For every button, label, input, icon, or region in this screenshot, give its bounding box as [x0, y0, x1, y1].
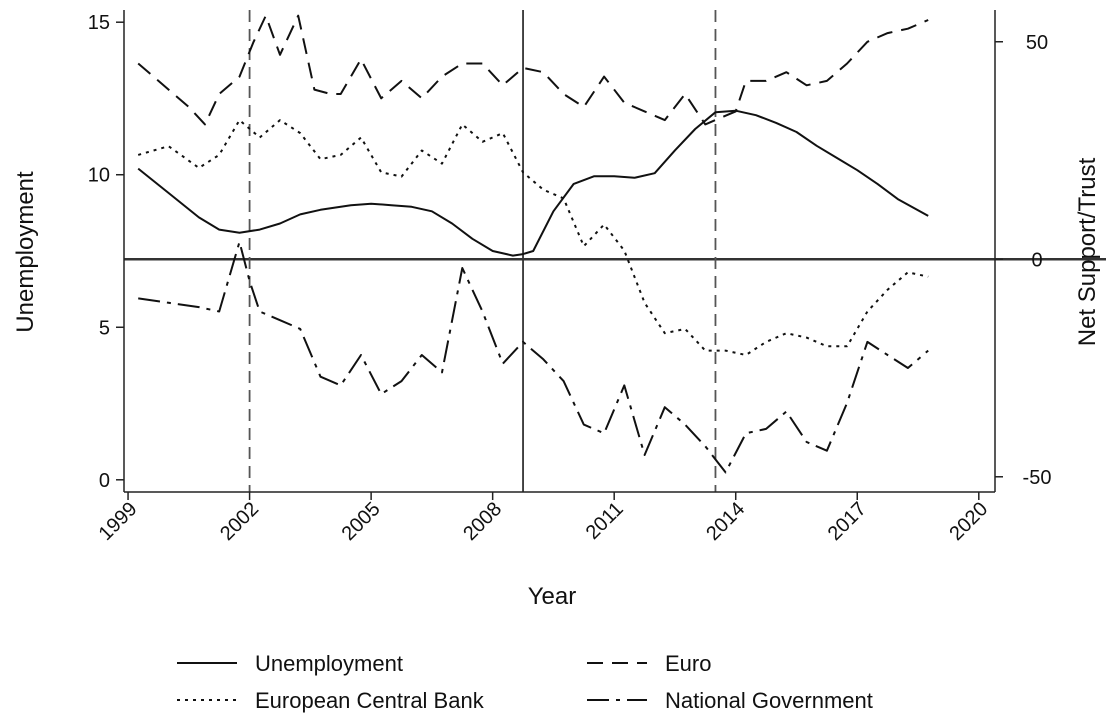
- legend-label-unemployment: Unemployment: [255, 651, 403, 676]
- right-tick-label: 0: [1031, 249, 1042, 271]
- left-tick-label: 15: [88, 12, 110, 34]
- plot-area: [124, 10, 1106, 492]
- series-line-unemployment: [137, 109, 929, 257]
- right-tick-label: 50: [1026, 32, 1048, 54]
- series-line-national-government: [138, 240, 929, 474]
- series-line-european-central-bank: [137, 119, 929, 356]
- left-tick-label: 0: [99, 470, 110, 492]
- legend-label-euro: Euro: [665, 651, 711, 676]
- series-line-euro: [137, 14, 929, 126]
- legend-label-european-central-bank: European Central Bank: [255, 688, 485, 713]
- right-tick-label: -50: [1023, 467, 1052, 489]
- legend-label-national-government: National Government: [665, 688, 873, 713]
- right-axis-title: Net Support/Trust: [1074, 157, 1101, 346]
- left-tick-label: 5: [99, 317, 110, 339]
- x-axis-title: Year: [528, 583, 577, 610]
- legend: Unemployment Euro European Central Bank Nat…: [177, 651, 873, 713]
- left-axis-title: Unemployment: [12, 171, 39, 333]
- left-tick-label: 10: [88, 165, 110, 187]
